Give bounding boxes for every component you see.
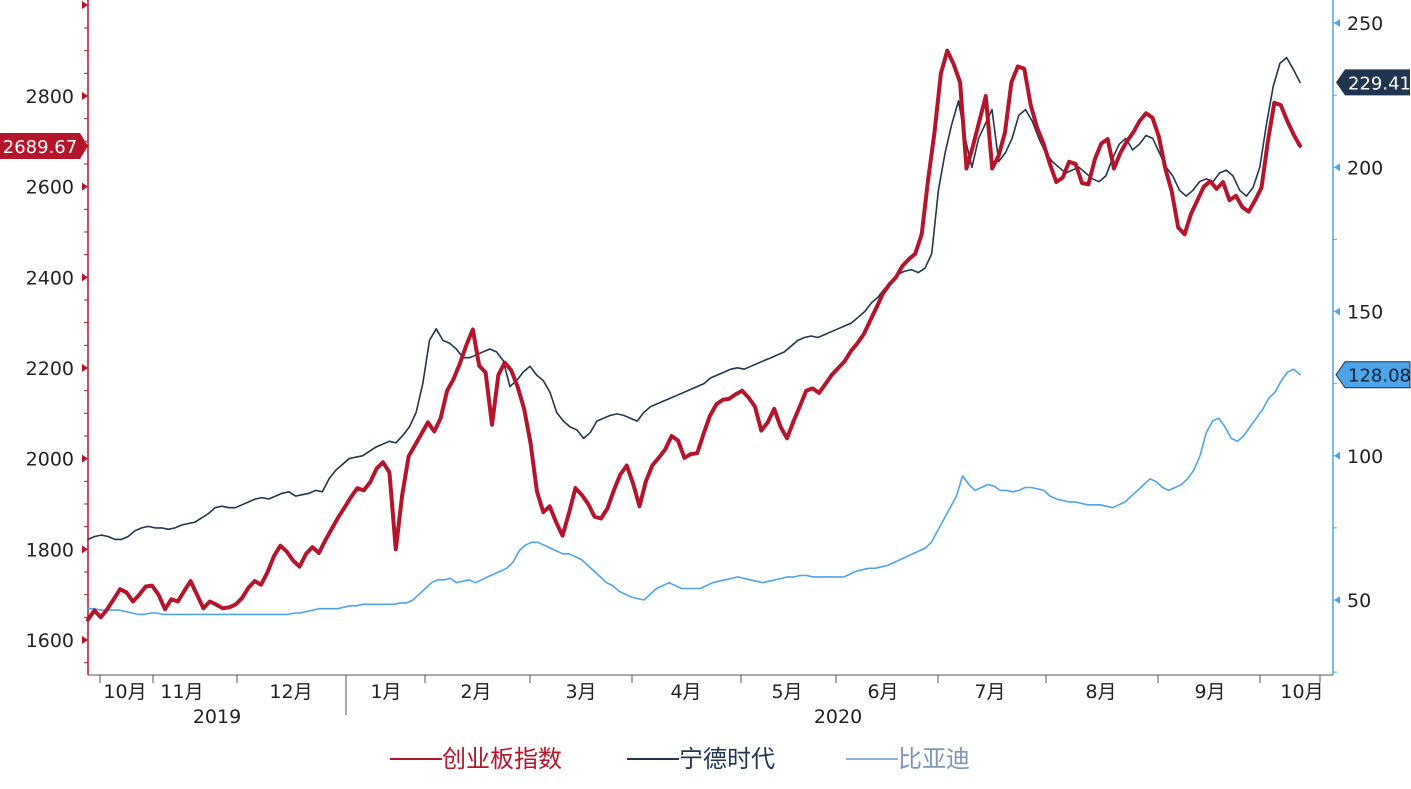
axes-layer: 1600 1800 2000 2200 2400 2600 2800 50 100 150 200 2… — [26, 0, 1383, 728]
right-major-tick — [1334, 307, 1340, 316]
line-chart: 1600180020002200240026002800501001502002… — [0, 0, 1411, 728]
last-value-label-catl: 229.41 — [1348, 73, 1411, 94]
left-top-marker — [82, 1, 88, 9]
x-month-label: 6月 — [867, 681, 898, 703]
legend-label-byd: 比亚迪 — [898, 745, 970, 773]
x-month-label: 5月 — [771, 681, 802, 703]
x-month-label: 10月 — [103, 681, 146, 703]
legend-label-catl: 宁德时代 — [679, 745, 775, 773]
legend-item-catl: 宁德时代 — [627, 738, 775, 779]
last-value-flag-bg-catl — [1336, 69, 1410, 96]
left-major-tick — [82, 454, 88, 463]
left-tick-label: 2400 — [26, 267, 74, 289]
value-labels-layer: 2689.67 229.41 128.08 — [0, 69, 1411, 389]
x-month-label: 4月 — [670, 681, 701, 703]
last-value-flag-byd: 128.08 — [1335, 361, 1411, 389]
right-tick-label: 100 — [1347, 446, 1383, 468]
left-major-tick — [82, 92, 88, 100]
x-month-label: 3月 — [565, 681, 596, 703]
left-major-tick — [82, 364, 88, 372]
legend-label-cyb: 创业板指数 — [442, 745, 562, 773]
right-tick-label: 250 — [1347, 13, 1383, 35]
x-month-label: 12月 — [269, 681, 312, 703]
left-major-tick — [82, 182, 88, 191]
x-month-label: 7月 — [974, 681, 1005, 703]
x-month-label: 2月 — [460, 681, 491, 703]
series-line-cyb — [86, 48, 1302, 622]
legend-item-cyb: 创业板指数 — [390, 738, 562, 779]
last-value-label-byd: 128.08 — [1348, 366, 1411, 387]
legend-item-byd: 比亚迪 — [846, 738, 970, 779]
legend-line-catl — [627, 758, 679, 760]
legend: 创业板指数 宁德时代 比亚迪 — [0, 738, 1411, 778]
last-value-flag-catl: 229.41 — [1336, 69, 1411, 96]
x-year-label: 2019 — [193, 706, 241, 728]
left-tick-label: 1600 — [26, 630, 74, 652]
x-year-label: 2020 — [814, 706, 862, 728]
left-major-tick — [82, 273, 88, 282]
x-month-label: 1月 — [370, 681, 401, 703]
x-month-label: 10月 — [1280, 681, 1323, 703]
right-tick-label: 150 — [1347, 302, 1383, 324]
left-tick-label: 2800 — [26, 86, 74, 108]
x-month-label: 11月 — [160, 681, 203, 703]
right-major-tick — [1334, 596, 1340, 604]
right-major-tick — [1334, 19, 1340, 27]
right-major-tick — [1334, 451, 1340, 460]
left-tick-label: 2000 — [26, 449, 74, 471]
series-line-byd — [87, 368, 1301, 616]
right-major-tick — [1334, 163, 1340, 172]
last-value-label-cyb: 2689.67 — [3, 137, 77, 158]
legend-line-byd — [846, 758, 898, 760]
last-value-flag-cyb: 2689.67 — [0, 133, 88, 160]
left-tick-label: 2200 — [26, 358, 74, 380]
left-tick-label: 1800 — [26, 539, 74, 561]
series-layer — [86, 48, 1302, 622]
legend-line-cyb — [390, 758, 442, 760]
x-month-label: 8月 — [1085, 681, 1116, 703]
x-month-label: 9月 — [1194, 681, 1225, 703]
left-major-tick — [82, 636, 88, 644]
left-tick-label: 2600 — [26, 177, 74, 199]
last-value-flag-bg-cyb — [0, 133, 88, 160]
right-tick-label: 200 — [1347, 157, 1383, 179]
left-major-tick — [82, 545, 88, 554]
last-value-flag-bg-byd — [1335, 361, 1411, 389]
series-line-catl — [87, 56, 1301, 541]
right-tick-label: 50 — [1347, 590, 1371, 612]
